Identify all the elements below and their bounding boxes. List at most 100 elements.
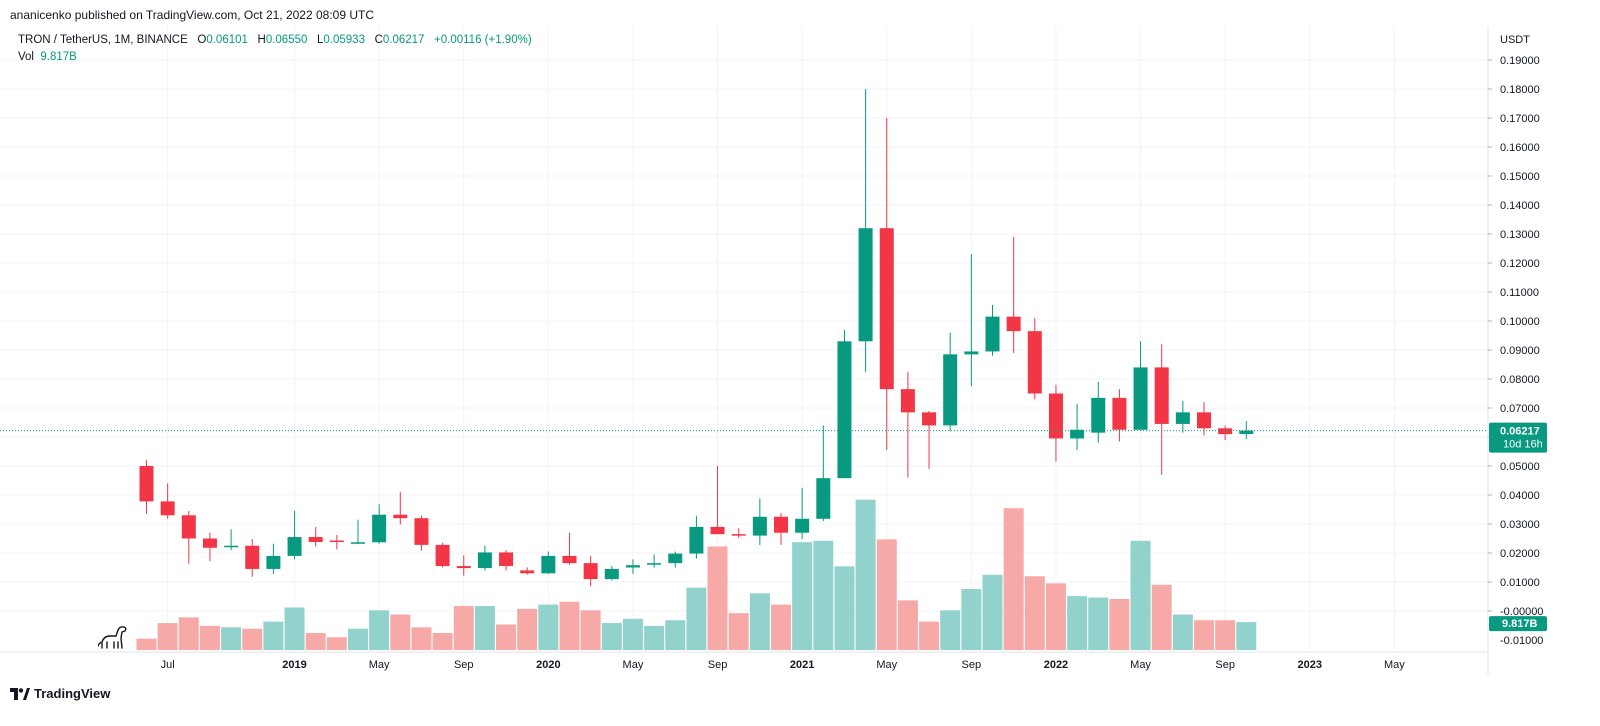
candle-body[interactable] bbox=[583, 563, 598, 580]
symbol-name[interactable]: TRON / TetherUS, 1M, BINANCE bbox=[18, 34, 188, 46]
candle-body[interactable] bbox=[625, 565, 640, 568]
volume-bar bbox=[707, 546, 728, 650]
y-tick-label: 0.04000 bbox=[1500, 490, 1540, 502]
candle-body[interactable] bbox=[181, 515, 196, 539]
candle-body[interactable] bbox=[139, 466, 154, 502]
x-tick-label: Jul bbox=[161, 659, 175, 671]
volume-bar bbox=[263, 621, 284, 650]
open-label: O bbox=[197, 34, 207, 46]
vol-value: 9.817B bbox=[40, 51, 77, 63]
candle-body[interactable] bbox=[922, 412, 937, 426]
volume-bar bbox=[897, 600, 918, 650]
candle-body[interactable] bbox=[1048, 393, 1063, 439]
volume-bar bbox=[792, 542, 813, 650]
candle-body[interactable] bbox=[1218, 428, 1233, 435]
volume-bar bbox=[1003, 508, 1024, 650]
volume-bar bbox=[665, 620, 686, 650]
x-tick-label: May bbox=[1130, 659, 1151, 671]
candle-body[interactable] bbox=[943, 354, 958, 426]
candle-body[interactable] bbox=[1112, 397, 1127, 430]
volume-bar bbox=[961, 589, 982, 650]
candle-body[interactable] bbox=[1133, 367, 1148, 430]
volume-bar bbox=[644, 625, 665, 650]
candle-body[interactable] bbox=[520, 570, 535, 574]
y-tick-label: 0.17000 bbox=[1500, 113, 1540, 125]
candle-body[interactable] bbox=[795, 518, 810, 533]
candle-body[interactable] bbox=[647, 563, 662, 565]
candle-body[interactable] bbox=[1070, 429, 1085, 439]
candle-body[interactable] bbox=[1175, 412, 1190, 424]
candle-body[interactable] bbox=[1027, 331, 1042, 394]
candle-body[interactable] bbox=[900, 389, 915, 413]
candle-body[interactable] bbox=[1006, 316, 1021, 332]
candle-body[interactable] bbox=[435, 544, 450, 567]
volume-bar bbox=[157, 623, 178, 650]
candle-body[interactable] bbox=[1239, 430, 1254, 435]
volume-bar bbox=[919, 621, 940, 650]
y-tick-label: 0.16000 bbox=[1500, 142, 1540, 154]
candle-body[interactable] bbox=[1091, 397, 1106, 433]
axis-unit-label: USDT bbox=[1500, 34, 1530, 46]
candle-body[interactable] bbox=[689, 526, 704, 554]
countdown-label: 10d 16h bbox=[1503, 439, 1543, 451]
candle-body[interactable] bbox=[710, 526, 725, 535]
candle-body[interactable] bbox=[1197, 412, 1211, 429]
candle-body[interactable] bbox=[668, 553, 683, 564]
candle-body[interactable] bbox=[224, 545, 239, 548]
candle-body[interactable] bbox=[456, 566, 471, 569]
candle-body[interactable] bbox=[351, 542, 365, 544]
candle-body[interactable] bbox=[879, 228, 894, 390]
volume-bar bbox=[1067, 596, 1088, 650]
y-tick-label: 0.02000 bbox=[1500, 548, 1540, 560]
candle-body[interactable] bbox=[858, 228, 873, 342]
candle-body[interactable] bbox=[541, 555, 556, 574]
candle-body[interactable] bbox=[499, 552, 514, 567]
volume-bar bbox=[728, 613, 749, 650]
y-tick-label: 0.10000 bbox=[1500, 316, 1540, 328]
y-tick-label: 0.08000 bbox=[1500, 374, 1540, 386]
candle-body[interactable] bbox=[837, 341, 852, 479]
last-volume-label: 9.817B bbox=[1502, 618, 1538, 630]
candle-body[interactable] bbox=[816, 478, 831, 519]
candle-body[interactable] bbox=[731, 534, 746, 536]
candle-body[interactable] bbox=[245, 545, 260, 569]
volume-bar bbox=[242, 628, 263, 650]
volume-bar bbox=[1109, 598, 1130, 650]
volume-bar bbox=[1172, 614, 1193, 650]
x-tick-label: 2021 bbox=[790, 659, 814, 671]
y-tick-label: 0.01000 bbox=[1500, 577, 1540, 589]
candle-body[interactable] bbox=[414, 518, 429, 545]
y-tick-label: 0.19000 bbox=[1500, 55, 1540, 67]
y-tick-label-bottom: -0.01000 bbox=[1500, 635, 1543, 647]
candle-body[interactable] bbox=[964, 351, 979, 355]
y-tick-label: 0.09000 bbox=[1500, 345, 1540, 357]
tradingview-brand: TradingView bbox=[34, 686, 111, 701]
candle-body[interactable] bbox=[308, 537, 323, 542]
candle-body[interactable] bbox=[604, 568, 619, 580]
candle-body[interactable] bbox=[562, 555, 577, 564]
volume-bar bbox=[813, 540, 834, 650]
volume-bar bbox=[305, 632, 326, 650]
y-tick-label: 0.18000 bbox=[1500, 84, 1540, 96]
candle-body[interactable] bbox=[372, 514, 387, 543]
candle-body[interactable] bbox=[477, 552, 492, 569]
candle-body[interactable] bbox=[202, 538, 217, 548]
candle-body[interactable] bbox=[1154, 367, 1169, 424]
candle-body[interactable] bbox=[266, 555, 281, 569]
candle-body[interactable] bbox=[393, 514, 408, 519]
y-tick-label: 0.03000 bbox=[1500, 519, 1540, 531]
candle-body[interactable] bbox=[985, 316, 1000, 352]
vol-label: Vol bbox=[18, 51, 34, 63]
candle-body[interactable] bbox=[329, 540, 344, 543]
candle-body[interactable] bbox=[287, 537, 302, 556]
candle-body[interactable] bbox=[160, 501, 175, 516]
volume-bar bbox=[1236, 622, 1257, 650]
volume-bar bbox=[432, 632, 453, 650]
volume-bar bbox=[517, 608, 538, 650]
volume-bar bbox=[559, 601, 580, 650]
x-tick-label: 2019 bbox=[282, 659, 306, 671]
candle-body[interactable] bbox=[774, 516, 788, 533]
tradingview-logo[interactable]: TradingView bbox=[10, 686, 110, 701]
candle-body[interactable] bbox=[752, 516, 767, 536]
